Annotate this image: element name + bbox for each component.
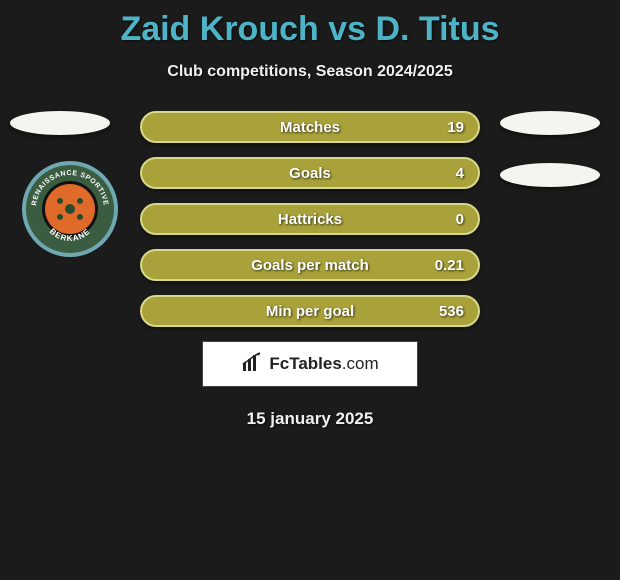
stat-label: Hattricks [278, 211, 342, 228]
stat-label: Min per goal [266, 303, 354, 320]
club-badge: RENAISSANCE SPORTIVE BERKANE [20, 159, 120, 259]
stat-value: 19 [447, 119, 464, 136]
stat-row-min-per-goal: Min per goal 536 [140, 295, 480, 327]
stat-label: Matches [280, 119, 340, 136]
page-title: Zaid Krouch vs D. Titus [0, 0, 620, 49]
stat-label: Goals per match [251, 257, 369, 274]
chart-icon [241, 351, 263, 378]
stat-row-hattricks: Hattricks 0 [140, 203, 480, 235]
stats-list: Matches 19 Goals 4 Hattricks 0 Goals per… [140, 111, 480, 327]
stat-value: 4 [456, 165, 464, 182]
stat-row-goals: Goals 4 [140, 157, 480, 189]
stat-value: 536 [439, 303, 464, 320]
stat-label: Goals [289, 165, 331, 182]
comparison-area: RENAISSANCE SPORTIVE BERKANE Matches 19 … [0, 111, 620, 429]
brand-text: FcTables.com [269, 354, 378, 374]
subtitle: Club competitions, Season 2024/2025 [0, 63, 620, 81]
brand-logo: FcTables.com [202, 341, 418, 387]
stat-value: 0.21 [435, 257, 464, 274]
player-left-placeholder [10, 111, 110, 135]
player-right-placeholder-2 [500, 163, 600, 187]
stat-row-goals-per-match: Goals per match 0.21 [140, 249, 480, 281]
date-label: 15 january 2025 [0, 409, 620, 429]
stat-row-matches: Matches 19 [140, 111, 480, 143]
player-right-placeholder-1 [500, 111, 600, 135]
brand-suffix: .com [342, 354, 379, 373]
stat-value: 0 [456, 211, 464, 228]
brand-name: FcTables [269, 354, 341, 373]
